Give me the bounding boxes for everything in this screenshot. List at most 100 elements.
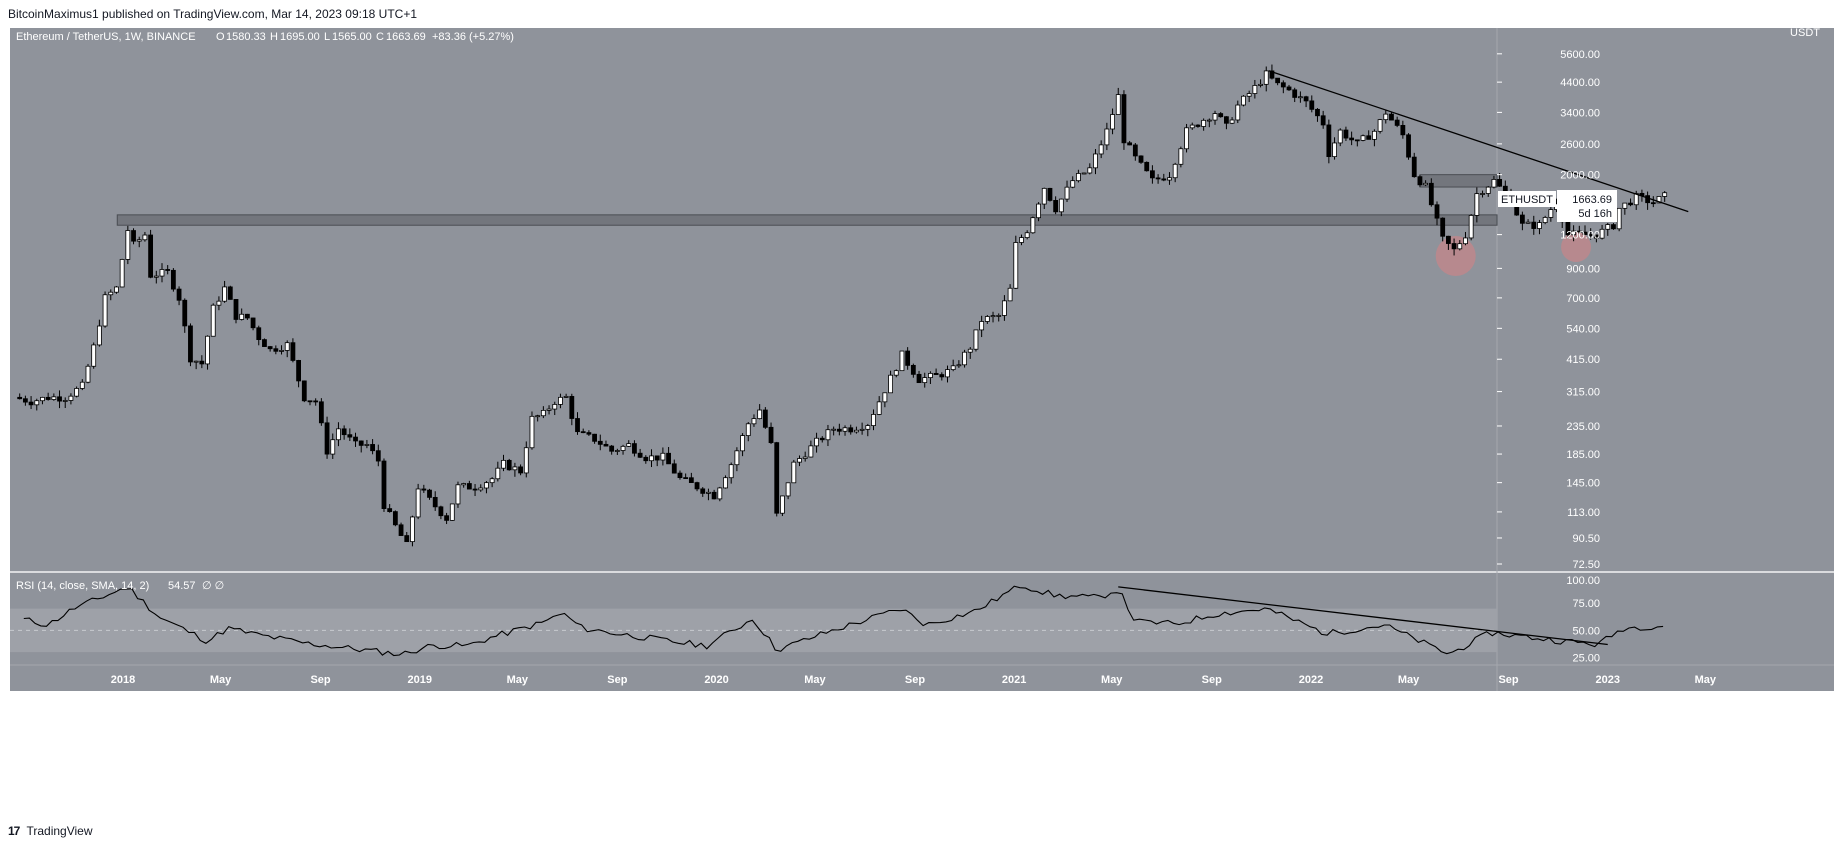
candle-body [1087, 167, 1093, 174]
candle-body [1155, 177, 1161, 180]
rsi-band [10, 608, 1497, 653]
candle-body [210, 304, 216, 337]
candle-body [1662, 192, 1668, 197]
candle-body [1002, 300, 1007, 316]
candle-body [125, 230, 131, 260]
candle-body [1127, 142, 1133, 146]
rsi-axis-panel[interactable] [1497, 573, 1834, 665]
time-tick-label: 2020 [704, 674, 728, 686]
candle-body [1161, 178, 1167, 181]
candle-body [1070, 180, 1076, 188]
rsi-legend[interactable]: RSI (14, close, SMA, 14, 2) 54.57 ∅ ∅ [16, 580, 224, 592]
price-axis-ticks: 5600.00 4400.00 3400.00 2600.00 2000.00 1200.… [1497, 49, 1600, 571]
candle-body [1383, 113, 1389, 121]
candle-body [307, 400, 313, 403]
candle-body [1212, 113, 1218, 121]
candle-body [649, 455, 654, 462]
chart-frame[interactable]: USDT 5600.00 4400.00 3400.00 2600.00 2000.00… [0, 28, 1834, 818]
candle-body [165, 269, 171, 271]
price-tick-label: 2000.00 [1560, 170, 1600, 182]
close-label: C [376, 31, 384, 43]
candle-body [700, 488, 706, 494]
low-value: 1565.00 [332, 31, 372, 43]
candle-body [1036, 203, 1041, 219]
ticker-label: ETHUSDT [1501, 194, 1553, 206]
candle-body [677, 472, 683, 479]
candle-body [1201, 119, 1207, 127]
rsi-value: 54.57 [168, 580, 196, 592]
candle-body [244, 313, 250, 319]
time-tick-label: Sep [905, 674, 925, 686]
candle-body [1656, 196, 1662, 204]
candle-body [461, 483, 467, 486]
candle-body [660, 452, 666, 461]
tradingview-chart[interactable]: USDT 5600.00 4400.00 3400.00 2600.00 2000.00… [0, 28, 1834, 818]
candle-body [620, 445, 626, 451]
candle-body [962, 351, 967, 366]
candle-body [267, 346, 273, 350]
publisher-attribution: BitcoinMaximus1 published on TradingView… [8, 7, 418, 21]
price-panel[interactable] [10, 28, 1497, 571]
candle-body [51, 396, 57, 400]
candle-body [996, 315, 1002, 317]
candle-body [1411, 156, 1417, 178]
time-axis-ticks: 2018 May Sep 2019 May Sep 2020 May Sep 2021 May Sep… [111, 674, 1717, 686]
price-tick-label: 415.00 [1566, 354, 1600, 366]
highlight-circle-low[interactable] [1561, 231, 1592, 262]
last-price-label[interactable]: ETHUSDT 1663.69 5d 16h [1498, 190, 1617, 222]
candle-body [489, 478, 495, 484]
candle-body [364, 444, 370, 446]
candle-body [153, 275, 159, 278]
candle-body [347, 434, 353, 438]
candle-body [797, 458, 802, 463]
price-tick-label: 1200.00 [1560, 230, 1600, 242]
candle-body [478, 487, 484, 491]
candle-body [1428, 182, 1434, 206]
time-tick-label: 2019 [408, 674, 432, 686]
candle-body [114, 286, 119, 293]
time-axis-panel[interactable] [10, 665, 1834, 691]
candle-body [136, 239, 142, 242]
candle-body [1400, 125, 1406, 136]
candle-body [506, 459, 512, 471]
candle-body [1058, 198, 1064, 213]
candle-body [1189, 124, 1195, 129]
candle-body [1019, 237, 1024, 243]
candle-body [1525, 221, 1531, 224]
candle-body [814, 437, 819, 447]
candle-body [91, 344, 97, 367]
candle-body [785, 482, 791, 497]
candle-body [1645, 195, 1651, 204]
candle-body [1451, 243, 1457, 250]
price-axis-unit: USDT [1790, 28, 1820, 39]
candle-body [472, 488, 478, 491]
time-tick-label: May [1101, 674, 1123, 686]
symbol-legend[interactable]: Ethereum / TetherUS, 1W, BINANCE O 1580.… [16, 31, 514, 43]
highlight-circle-low[interactable] [1435, 236, 1476, 277]
candle-body [28, 401, 34, 406]
candle-body [1320, 115, 1326, 126]
candle-body [193, 360, 199, 363]
price-axis-panel[interactable] [1497, 28, 1834, 571]
candle-body [233, 299, 239, 320]
rsi-extra: ∅ ∅ [202, 580, 224, 592]
rsi-axis-ticks: 100.00 75.00 50.00 25.00 [1566, 575, 1600, 665]
footer-branding[interactable]: 17 TradingView [0, 818, 1834, 845]
candle-body [1531, 221, 1537, 229]
candle-body [529, 415, 535, 449]
candle-body [1599, 228, 1605, 239]
high-label: H [270, 31, 278, 43]
candle-body [324, 422, 330, 455]
symbol-title[interactable]: Ethereum / TetherUS, 1W, BINANCE [16, 31, 196, 43]
candle-body [1081, 172, 1087, 175]
candle-body [1394, 119, 1400, 126]
candle-body [774, 442, 780, 514]
candle-body [170, 269, 176, 290]
price-trendline[interactable] [1268, 70, 1689, 213]
candle-body [1280, 82, 1286, 88]
candle-body [1013, 242, 1019, 289]
rsi-title[interactable]: RSI (14, close, SMA, 14, 2) [16, 580, 149, 592]
price-tick-label: 5600.00 [1560, 49, 1600, 61]
support-zone[interactable] [116, 214, 1498, 226]
candle-body [1132, 144, 1138, 157]
